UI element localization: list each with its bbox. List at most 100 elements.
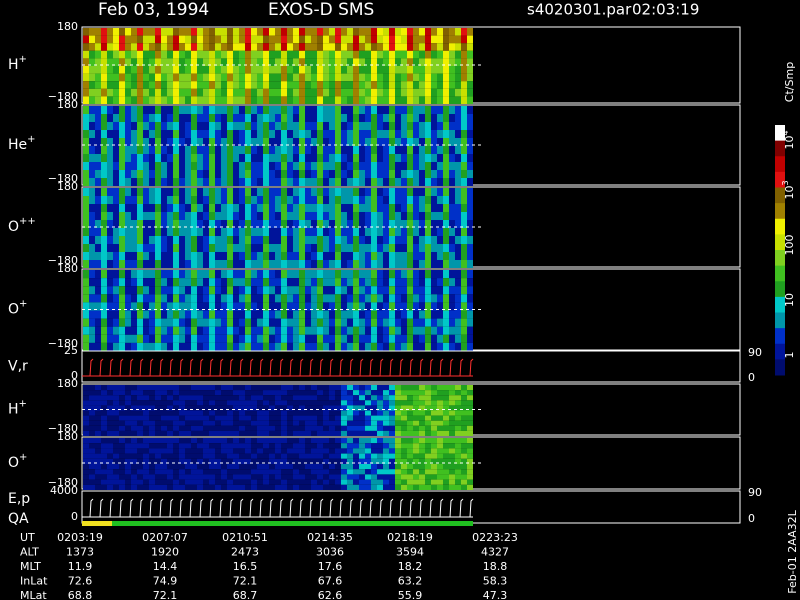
spectrogram-cell (389, 252, 395, 260)
spectrogram-cell (221, 260, 227, 268)
spectrogram-cell (419, 66, 425, 74)
spectrogram-cell (335, 154, 341, 162)
spectrogram-cell (239, 430, 245, 436)
spectrogram-cell (101, 326, 107, 335)
spectrogram-cell (257, 390, 263, 396)
spectrogram-cell (305, 50, 311, 59)
spectrogram-cell (251, 212, 257, 220)
spectrogram-cell (143, 410, 149, 416)
spectrogram-cell (299, 252, 305, 260)
spectrogram-cell (443, 204, 449, 212)
spectrogram-cell (359, 302, 365, 311)
spectrogram-cell (407, 130, 413, 138)
spectrogram-cell (335, 35, 341, 44)
spectrogram-cell (143, 390, 149, 396)
spectrogram-cell (251, 50, 257, 59)
spectrogram-cell (173, 443, 179, 449)
spectrogram-cell (257, 278, 263, 287)
spectrogram-cell (233, 106, 239, 114)
spectrogram-cell (95, 302, 101, 311)
spectrogram-cell (131, 170, 137, 178)
spectrogram-cell (395, 81, 401, 89)
spectrogram-cell (119, 146, 125, 154)
spectrogram-cell (197, 188, 203, 196)
spectrogram-cell (281, 96, 287, 104)
spectrogram-cell (263, 196, 269, 204)
spectrogram-cell (119, 228, 125, 236)
spectrogram-cell (245, 204, 251, 212)
spectrogram-cell (173, 236, 179, 244)
spectrogram-cell (191, 390, 197, 396)
spectrogram-cell (197, 318, 203, 327)
spectrogram-cell (311, 146, 317, 154)
spectrogram-cell (137, 73, 143, 82)
spectrogram-cell (245, 420, 251, 426)
spectrogram-cell (215, 260, 221, 268)
spectrogram-cell (437, 318, 443, 327)
spectrogram-cell (191, 96, 197, 104)
spectrogram-cell (317, 430, 323, 436)
spectrogram-cell (155, 244, 161, 252)
spectrogram-cell (155, 420, 161, 426)
spectrogram-cell (299, 479, 305, 485)
spectrogram-cell (251, 469, 257, 475)
spectrogram-cell (323, 448, 329, 454)
spectrogram-cell (125, 188, 131, 196)
spectrogram-cell (389, 420, 395, 426)
spectrogram-cell (275, 390, 281, 396)
spectrogram-cell (233, 420, 239, 426)
spectrogram-cell (161, 415, 167, 421)
spectrogram-cell (365, 252, 371, 260)
spectrogram-cell (227, 35, 233, 44)
spectrogram-cell (341, 294, 347, 303)
spectrogram-cell (131, 405, 137, 411)
spectrogram-cell (113, 474, 119, 480)
spectrogram-cell (281, 138, 287, 146)
spectrogram-cell (251, 162, 257, 170)
spectrogram-cell (161, 212, 167, 220)
spectrogram-cell (203, 420, 209, 426)
spectrogram-cell (263, 443, 269, 449)
spectrogram-cell (197, 114, 203, 122)
spectrogram-cell (131, 88, 137, 97)
spectrogram-cell (95, 405, 101, 411)
spectrogram-cell (305, 114, 311, 122)
spectrogram-cell (83, 228, 89, 236)
spectrogram-cell (227, 425, 233, 431)
spectrogram-cell (317, 260, 323, 268)
spectrogram-cell (269, 395, 275, 401)
spectrogram-cell (383, 474, 389, 480)
spectrogram-cell (305, 81, 311, 89)
spectrogram-cell (311, 438, 317, 444)
spectrogram-cell (413, 390, 419, 396)
spectrogram-cell (293, 310, 299, 319)
spectrogram-cell (347, 204, 353, 212)
spectrogram-cell (251, 318, 257, 327)
spectrogram-cell (467, 236, 473, 244)
spectrogram-cell (95, 453, 101, 459)
spectrogram-cell (251, 302, 257, 311)
table-value: 0223:23 (472, 531, 518, 544)
spectrogram-cell (119, 438, 125, 444)
spectrogram-cell (383, 162, 389, 170)
spectrogram-cell (389, 58, 395, 66)
spectrogram-cell (269, 294, 275, 303)
spectrogram-cell (245, 188, 251, 196)
spectrogram-cell (185, 415, 191, 421)
spectrogram-cell (191, 410, 197, 416)
spectrogram-cell (131, 469, 137, 475)
spectrogram-cell (377, 474, 383, 480)
spectrogram-cell (131, 278, 137, 287)
spectrogram-cell (413, 405, 419, 411)
spectrogram-cell (371, 220, 377, 228)
spectrogram-cell (365, 334, 371, 343)
spectrogram-cell (395, 448, 401, 454)
table-value: 0207:07 (142, 531, 188, 544)
spectrogram-cell (281, 43, 287, 51)
spectrogram-cell (401, 420, 407, 426)
spectrogram-cell (287, 146, 293, 154)
spectrogram-cell (425, 390, 431, 396)
spectrogram-cell (431, 162, 437, 170)
spectrogram-cell (203, 130, 209, 138)
spectrogram-cell (287, 405, 293, 411)
